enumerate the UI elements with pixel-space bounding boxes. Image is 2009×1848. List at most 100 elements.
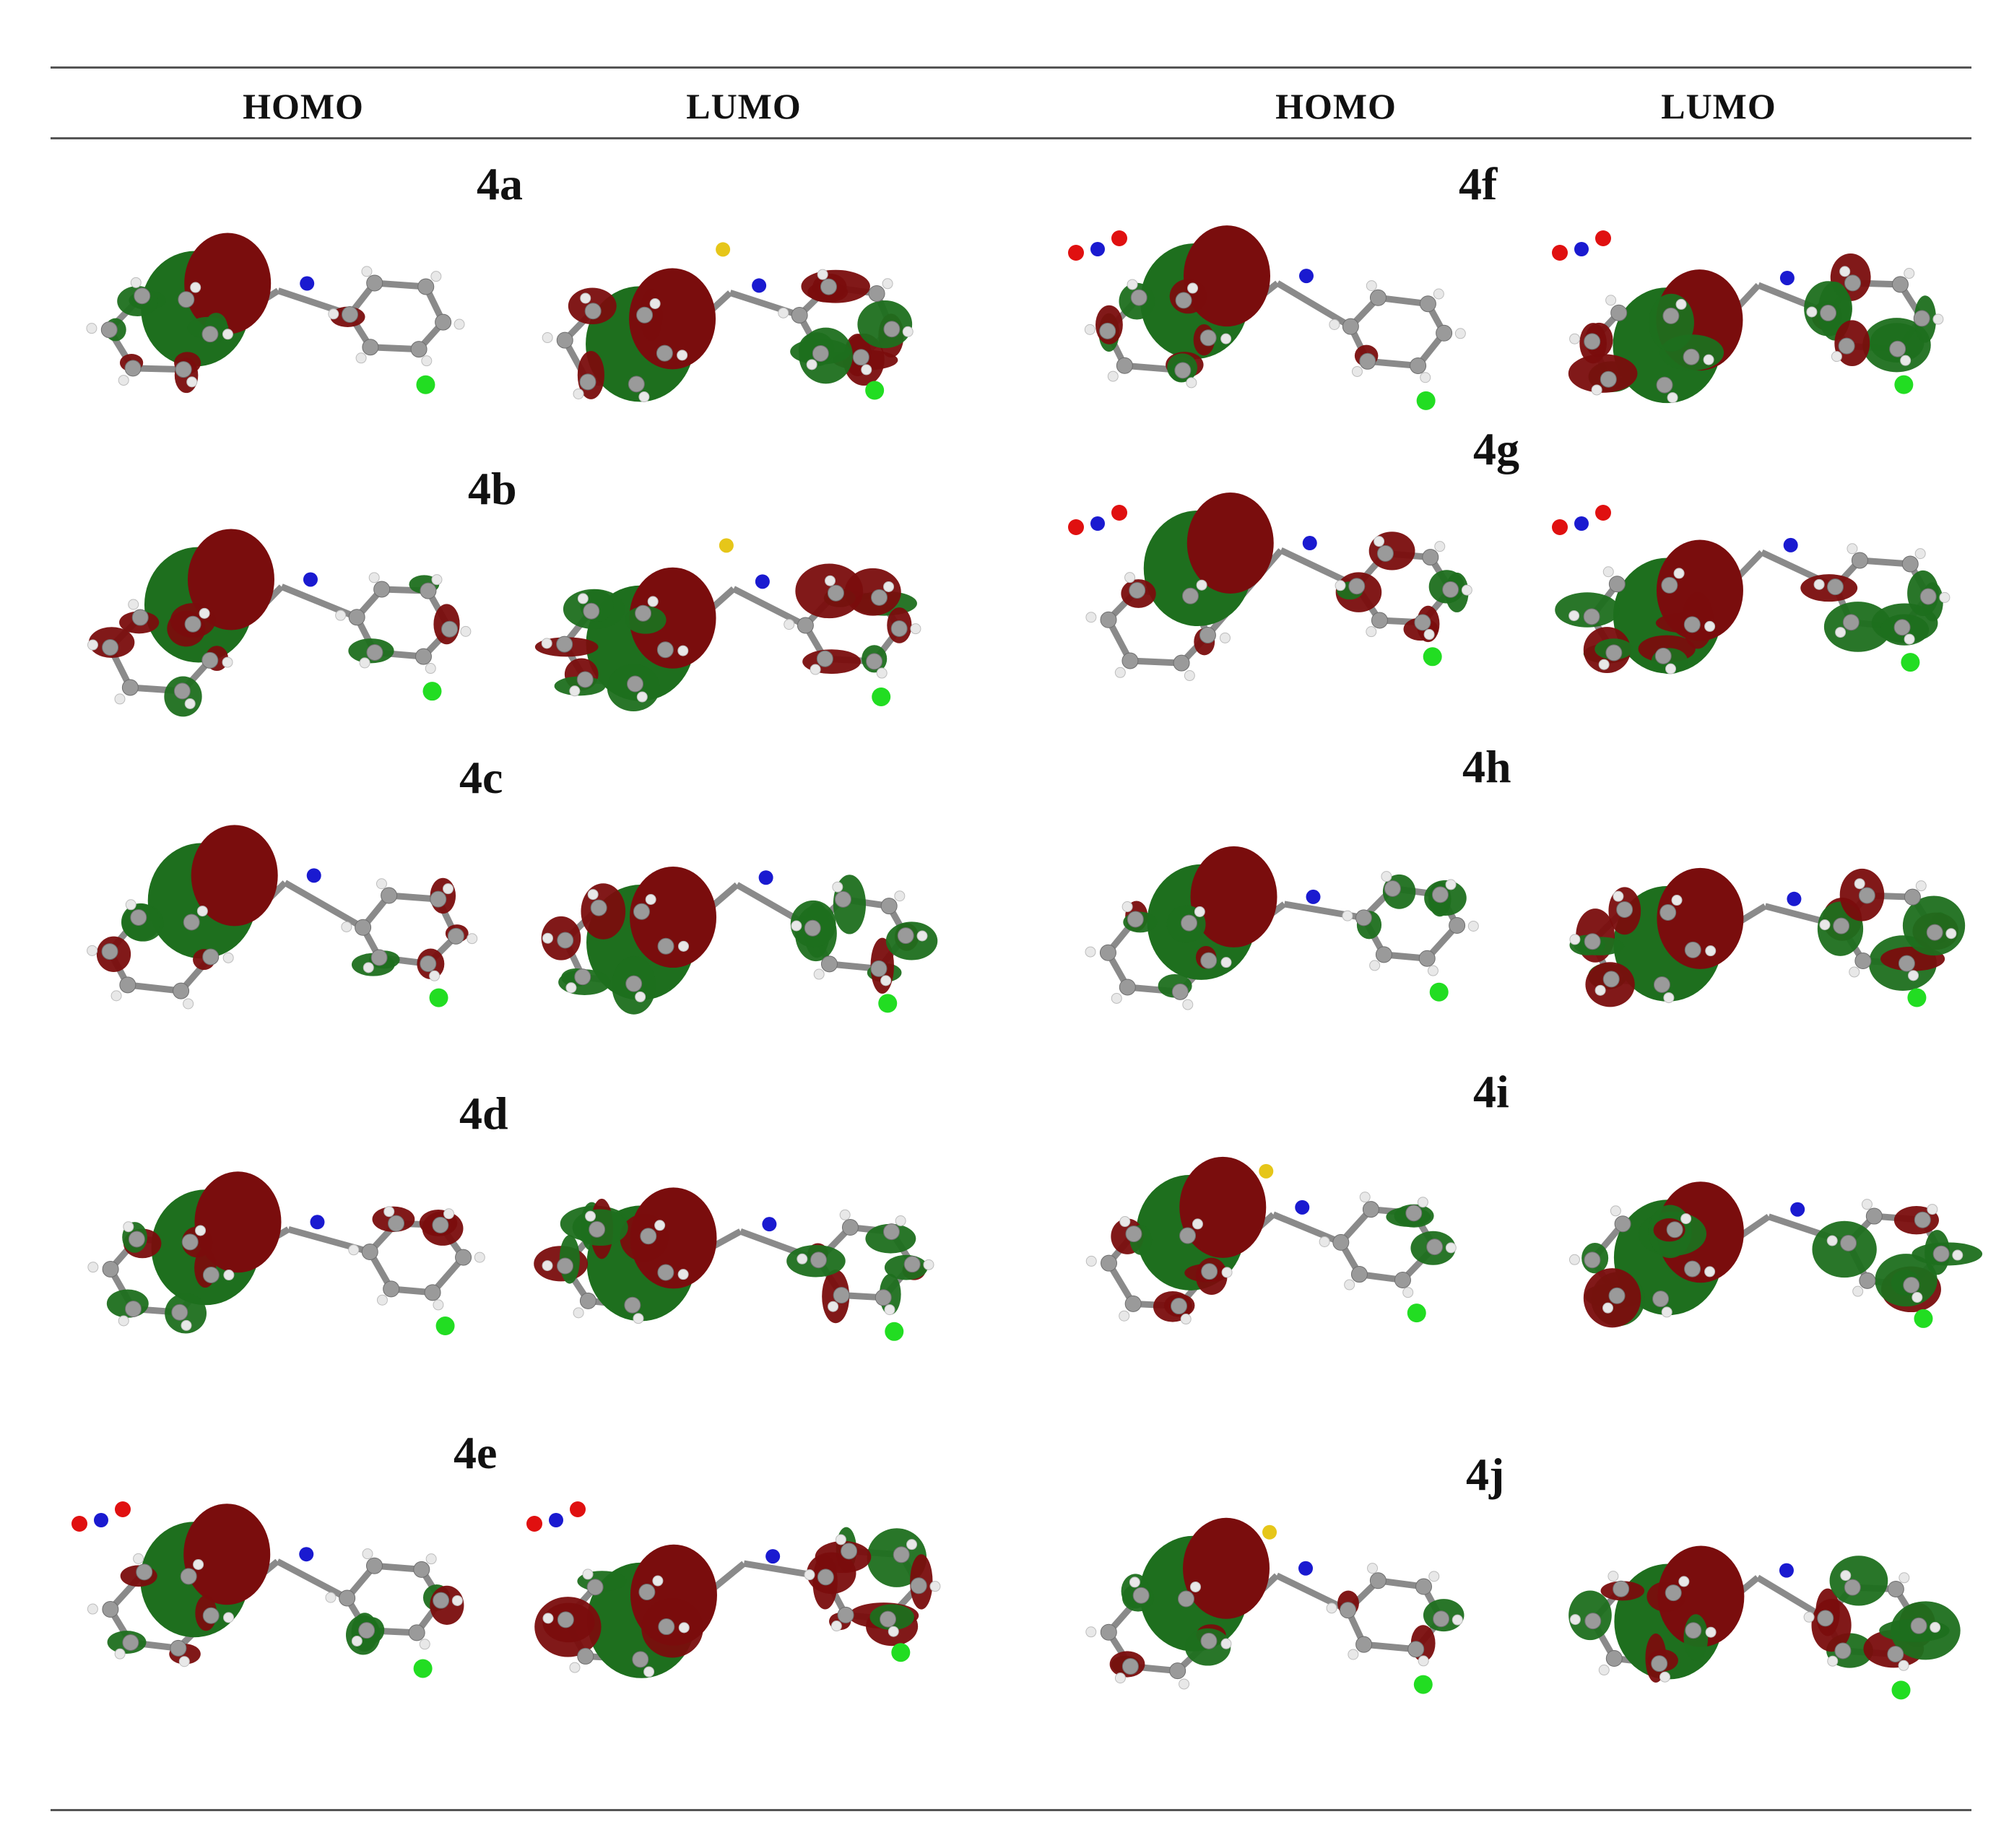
carbon-atom <box>627 675 644 693</box>
hydrogen-atom <box>1187 282 1199 294</box>
carbon-atom <box>852 349 869 366</box>
carbon-atom <box>1171 983 1189 1000</box>
chlorine-atom <box>1891 1680 1911 1700</box>
hydrogen-atom <box>1402 1287 1414 1298</box>
hydrogen-atom <box>1121 901 1133 913</box>
hydrogen-atom <box>362 1548 373 1560</box>
hydrogen-atom <box>633 1313 644 1324</box>
lobe-positive <box>183 1504 271 1605</box>
carbon-atom <box>101 943 118 960</box>
carbon-atom <box>1684 1260 1701 1277</box>
hydrogen-atom <box>431 574 443 586</box>
lobe-positive <box>191 825 278 927</box>
carbon-atom <box>833 1287 850 1304</box>
carbon-atom <box>1584 1251 1601 1269</box>
4g-homo-diagram <box>1068 493 1472 682</box>
atoms <box>1569 1563 1941 1700</box>
4h-homo-orbital <box>1047 773 1509 1040</box>
carbon-atom <box>628 376 645 393</box>
carbon-atom <box>173 982 190 999</box>
orbital-lobes <box>534 563 917 711</box>
hydrogen-atom <box>923 1259 934 1270</box>
hydrogen-atom <box>1445 879 1457 890</box>
carbon-atom <box>812 344 829 362</box>
carbon-atom <box>635 604 652 622</box>
carbon-atom <box>556 331 573 349</box>
carbon-atom <box>657 937 674 955</box>
carbon-atom <box>574 968 591 986</box>
hydrogen-atom <box>1568 1254 1580 1265</box>
hydrogen-atom <box>654 1220 666 1231</box>
carbon-atom <box>816 650 833 667</box>
hydrogen-atom <box>1351 365 1363 377</box>
atoms <box>71 1501 463 1678</box>
carbon-atom <box>1394 1271 1411 1288</box>
carbon-atom <box>1201 1263 1218 1280</box>
sulfur-atom <box>1262 1524 1277 1540</box>
carbon-atom <box>1865 1207 1883 1225</box>
hydrogen-atom <box>817 269 828 280</box>
hydrogen-atom <box>1220 957 1232 968</box>
carbon-atom <box>636 306 654 324</box>
nitro-nitrogen-atom <box>1090 242 1105 256</box>
carbon-atom <box>1584 933 1601 950</box>
nitrogen-atom <box>1779 270 1795 285</box>
carbon-atom <box>1355 1636 1373 1653</box>
hydrogen-atom <box>1452 1614 1463 1626</box>
carbon-atom <box>1605 1649 1623 1667</box>
header-left-lumo: LUMO <box>686 86 802 126</box>
carbon-atom <box>579 1292 596 1309</box>
oxygen-atom <box>1552 245 1568 261</box>
carbon-atom <box>1418 950 1436 967</box>
carbon-atom <box>1129 582 1146 599</box>
hydrogen-atom <box>178 1656 190 1667</box>
carbon-atom <box>355 919 372 936</box>
hydrogen-atom <box>1428 1571 1440 1582</box>
hydrogen-atom <box>1835 627 1847 638</box>
carbon-atom <box>184 615 201 633</box>
carbon-atom <box>1350 1266 1368 1283</box>
hydrogen-atom <box>1417 1197 1428 1208</box>
carbon-atom <box>576 671 594 688</box>
atoms <box>87 868 478 1010</box>
hydrogen-atom <box>454 318 465 330</box>
nitrogen-atom <box>1779 1563 1794 1578</box>
hydrogen-atom <box>133 1553 144 1564</box>
carbon-atom <box>871 589 888 606</box>
4g-lumo-orbital <box>1531 441 1993 708</box>
carbon-atom <box>1602 971 1620 988</box>
chlorine-atom <box>1429 982 1449 1002</box>
oxygen-atom <box>71 1516 87 1532</box>
carbon-atom <box>1665 1584 1682 1602</box>
compound-label-4a: 4a <box>477 158 523 209</box>
hydrogen-atom <box>1326 1602 1337 1614</box>
hydrogen-atom <box>1192 1218 1203 1230</box>
carbon-atom <box>358 1622 376 1639</box>
nitrogen-atom <box>755 574 770 589</box>
carbon-atom <box>1820 304 1837 321</box>
carbon-atom <box>1851 552 1868 569</box>
hydrogen-atom <box>1220 333 1232 344</box>
oxygen-atom <box>526 1516 542 1532</box>
4c-homo-orbital <box>51 773 513 1040</box>
hydrogen-atom <box>1680 1213 1692 1225</box>
hydrogen-atom <box>199 607 210 619</box>
carbon-atom <box>1683 348 1700 365</box>
hydrogen-atom <box>1667 392 1678 404</box>
4i-homo-orbital <box>1047 1090 1509 1358</box>
carbon-atom <box>124 360 142 377</box>
hydrogen-atom <box>451 1595 463 1606</box>
carbon-atom <box>417 278 435 295</box>
carbon-atom <box>1919 588 1937 605</box>
carbon-atom <box>875 1289 892 1306</box>
orbital-lobe <box>857 300 913 349</box>
hydrogen-atom <box>784 619 795 630</box>
hydrogen-atom <box>87 1262 99 1273</box>
carbon-atom <box>1854 953 1872 970</box>
oxygen-atom <box>570 1501 586 1517</box>
atoms <box>541 538 921 706</box>
carbon-atom <box>1683 616 1701 633</box>
nitro-nitrogen-atom <box>549 1513 563 1527</box>
orbital-lobes <box>1568 253 1937 404</box>
carbon-atom <box>413 1561 430 1578</box>
